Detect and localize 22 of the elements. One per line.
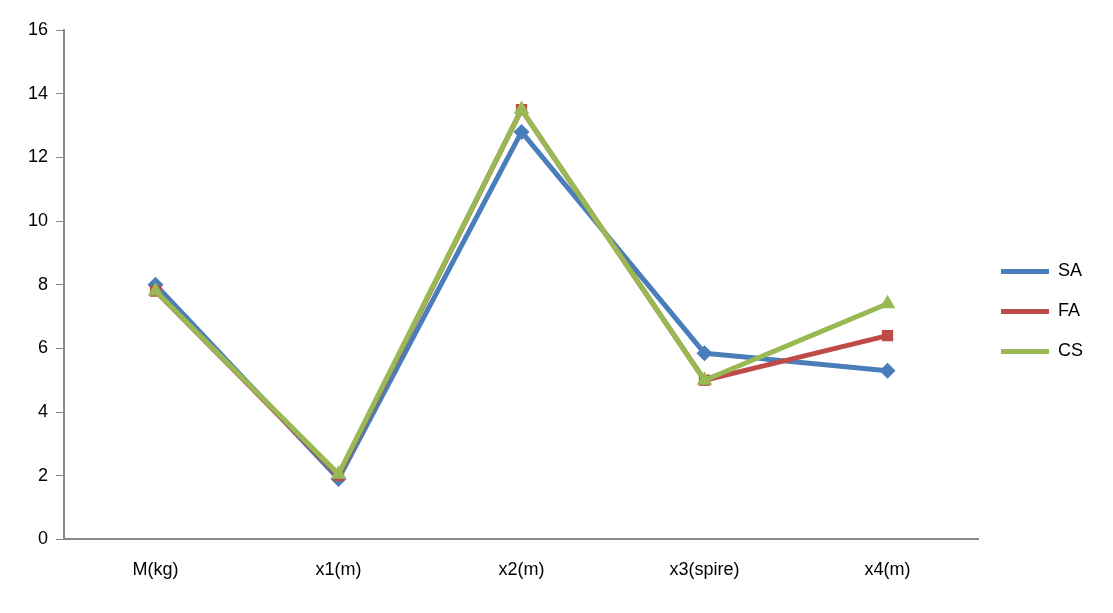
x-tick-label: x1(m)	[315, 559, 362, 580]
y-tick-label: 4	[38, 401, 49, 422]
y-tick-label: 8	[38, 273, 49, 294]
y-tick-label: 10	[27, 209, 49, 230]
legend-label: SA	[1058, 260, 1083, 281]
y-tick-label: 14	[27, 82, 49, 103]
y-tick-label: 2	[38, 464, 49, 485]
y-tick-label: 0	[38, 528, 49, 549]
x-tick-label: x3(spire)	[669, 559, 740, 580]
point	[330, 465, 347, 479]
point	[696, 345, 713, 362]
point	[881, 329, 894, 342]
legend-label: CS	[1058, 340, 1084, 361]
point	[513, 123, 530, 140]
point	[879, 362, 896, 379]
legend-label: FA	[1058, 300, 1081, 321]
y-tick-label: 6	[38, 337, 49, 358]
y-tick-label: 12	[27, 146, 49, 167]
x-tick-label: x2(m)	[498, 559, 545, 580]
x-tick-label: x4(m)	[864, 559, 911, 580]
x-tick-label: M(kg)	[132, 559, 179, 580]
y-tick-label: 16	[27, 18, 49, 39]
